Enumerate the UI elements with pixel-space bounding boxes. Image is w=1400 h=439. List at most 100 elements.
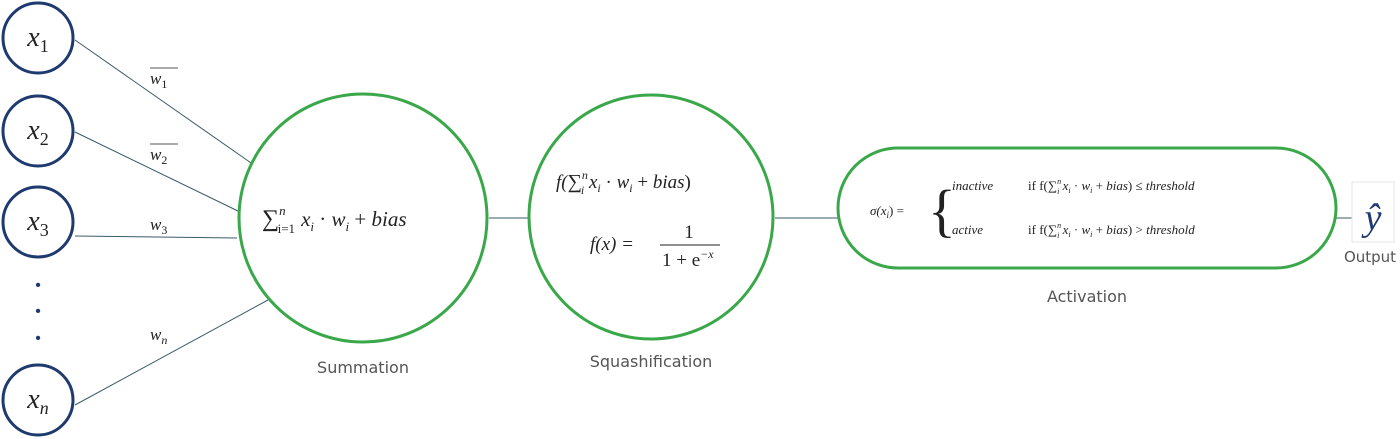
relation: >: [1132, 222, 1146, 237]
output-box: [1351, 181, 1395, 243]
term-x-sub: i: [1068, 186, 1070, 195]
term-w-sub: i: [629, 181, 632, 195]
f-close: ): [685, 172, 691, 193]
input-node-circle: [1, 1, 75, 75]
term-x: x: [1059, 222, 1068, 237]
sigmoid-lhs: f(x) =: [590, 234, 634, 255]
denominator-exp: −x: [700, 247, 714, 261]
bias-term: bias: [1106, 222, 1128, 237]
weight-var: w: [150, 69, 162, 88]
summation-formula: ∑n i=1 xi · wi + bias: [262, 203, 407, 236]
weight-w2: w2: [150, 145, 167, 167]
term-x: x: [584, 172, 598, 193]
threshold-term: threshold: [1146, 222, 1195, 237]
edge-x2: [74, 131, 241, 213]
weight-w3: w3: [150, 215, 167, 237]
squash-circle: [527, 93, 775, 341]
input-var: x: [26, 384, 40, 415]
cases-brace: {: [928, 178, 956, 243]
weight-var: w: [150, 325, 162, 344]
output-node: ŷ Output: [1344, 181, 1396, 266]
svg-text:x3: x3: [26, 206, 48, 240]
input-x1: x1: [1, 1, 75, 75]
activation-pill: [836, 146, 1338, 270]
input-node-circle: [1, 363, 75, 437]
activation-caption: Activation: [1047, 287, 1127, 306]
summation-node: ∑n i=1 xi · wi + bias Summation: [237, 92, 489, 377]
term-x-sub: i: [310, 219, 314, 234]
relation: ≤: [1132, 178, 1146, 193]
case-inactive-condition: if f(∑n i xi · wi + bias) ≤ threshold: [1028, 177, 1195, 196]
weight-labels: w1 w2 w3 wn: [150, 69, 167, 347]
f-close: ): [1128, 222, 1132, 237]
plus-op: +: [1092, 178, 1106, 193]
dot-op: ·: [1071, 222, 1082, 237]
input-x3: x3: [1, 185, 75, 259]
input-sub: 1: [40, 36, 49, 56]
input-var: x: [26, 115, 40, 146]
sigma-func: σ(x: [870, 203, 887, 218]
bias-term: bias: [372, 207, 407, 231]
case-inactive-state: inactive: [952, 178, 993, 193]
sigma-sub: i=1: [278, 221, 295, 236]
edge-x3: [74, 235, 238, 239]
ellipsis-dot: •: [35, 277, 41, 294]
output-symbol: ŷ: [1361, 197, 1382, 239]
weight-var: w: [150, 145, 162, 164]
summation-caption: Summation: [317, 358, 409, 377]
sigma-sup: n: [1057, 177, 1061, 186]
threshold-term: threshold: [1146, 178, 1195, 193]
case-active-condition: if f(∑n i xi · wi + bias) > threshold: [1028, 221, 1195, 240]
weight-sub: 2: [161, 153, 167, 167]
plus-op: +: [633, 172, 653, 193]
weight-var: w: [150, 215, 162, 234]
term-x: x: [300, 207, 311, 231]
sigma-symbol: ∑: [568, 171, 582, 193]
input-sub: 3: [40, 220, 49, 240]
squash-line1: f(∑n i xi · wi + bias): [556, 168, 691, 197]
sigma-symbol: ∑: [1048, 222, 1057, 237]
denominator-base: 1 + e: [662, 250, 700, 271]
input-node-circle: [1, 94, 75, 168]
sigma-symbol: ∑: [262, 206, 279, 232]
f-open: f(: [556, 172, 569, 193]
weight-wn: wn: [150, 325, 167, 347]
weight-sub: 3: [161, 223, 167, 237]
ellipsis-dot: •: [35, 330, 41, 347]
squash-caption: Squashification: [590, 352, 713, 371]
bias-term: bias: [1106, 178, 1128, 193]
input-var: x: [26, 206, 40, 237]
input-sub: n: [40, 398, 49, 418]
term-w-sub: i: [346, 219, 350, 234]
term-w: w: [617, 172, 630, 193]
plus-op: +: [1092, 222, 1106, 237]
svg-text:x1: x1: [26, 22, 48, 56]
sigma-sub: i: [1057, 231, 1059, 240]
edge-xn: [74, 299, 269, 406]
input-edges: [74, 39, 269, 406]
squash-node: f(∑n i xi · wi + bias) f(x) = 1 1 + e−x S…: [527, 93, 775, 371]
input-xn: xn: [1, 363, 75, 437]
cond-if: if f(: [1028, 178, 1048, 193]
activation-node: σ(xi) = { inactive if f(∑n i xi · wi + bi…: [836, 146, 1338, 306]
sigma-sup: n: [582, 168, 588, 182]
summation-circle: [237, 92, 489, 344]
output-caption: Output: [1344, 248, 1396, 266]
term-x: x: [1059, 178, 1068, 193]
sigma-sub: i: [1057, 187, 1059, 196]
input-var: x: [26, 22, 40, 53]
dot-op: ·: [314, 207, 332, 231]
sigma-sup: n: [1057, 221, 1061, 230]
term-w: w: [1081, 178, 1090, 193]
bias-term: bias: [653, 172, 685, 193]
ellipsis-dot: •: [35, 303, 41, 320]
sigma-func-end: ) =: [889, 203, 904, 218]
term-w-sub: i: [1090, 186, 1092, 195]
sigma-sup: n: [279, 203, 286, 218]
plus-op: +: [349, 207, 371, 231]
input-node-circle: [1, 185, 75, 259]
edge-x1: [74, 39, 255, 166]
weight-sub: n: [161, 333, 167, 347]
f-close: ): [1128, 178, 1132, 193]
